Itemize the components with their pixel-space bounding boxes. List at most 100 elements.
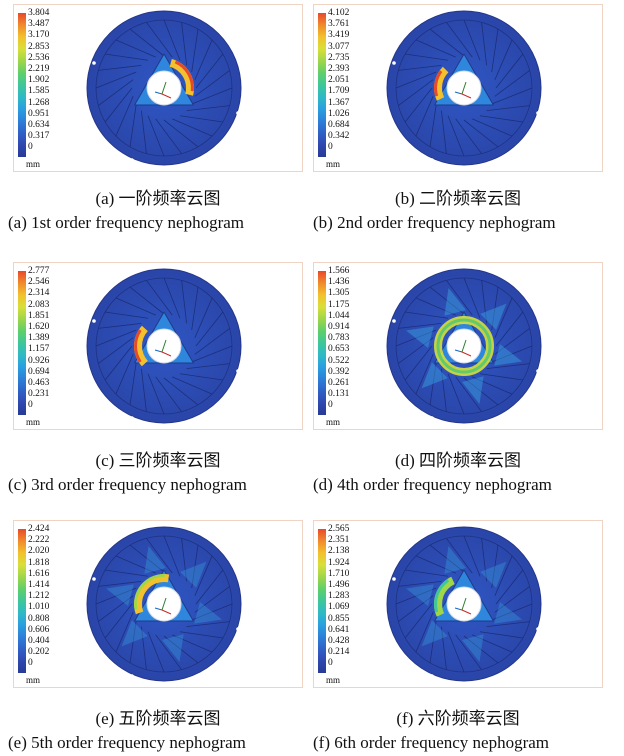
- web-line: [194, 70, 230, 97]
- web-line: [415, 297, 456, 316]
- web-line: [491, 545, 499, 589]
- web-line: [155, 118, 182, 154]
- web-line: [405, 569, 449, 577]
- colorbar: [318, 13, 326, 157]
- legend-tick: 1.305: [328, 288, 350, 299]
- web-line: [147, 373, 165, 415]
- web-line: [98, 322, 142, 329]
- web-line: [155, 634, 182, 670]
- axis-x: [161, 351, 172, 357]
- bolt-hole: [236, 627, 240, 631]
- legend-tick: 1.044: [328, 310, 350, 321]
- web-line: [472, 634, 513, 653]
- web-line: [491, 603, 533, 621]
- legend-tick: 0.926: [28, 355, 50, 366]
- axis-x: [461, 351, 472, 357]
- nephogram-d: [386, 268, 542, 424]
- nephogram-f: [386, 526, 542, 682]
- halo-region: [162, 634, 184, 662]
- web-line: [115, 96, 134, 137]
- bolt-hole: [536, 369, 540, 373]
- web-line: [405, 53, 449, 61]
- axis-z: [154, 91, 163, 95]
- web-line: [179, 115, 223, 123]
- legend-tick: 2.853: [28, 41, 50, 52]
- web-line: [129, 103, 137, 147]
- legend-tick: 2.546: [28, 277, 50, 288]
- web-line: [398, 322, 442, 329]
- web-line: [395, 587, 437, 605]
- web-line: [440, 626, 447, 670]
- web-line: [191, 545, 199, 589]
- legend-tick: 4.102: [328, 8, 350, 18]
- legend-tick: 2.051: [328, 75, 350, 86]
- web-line: [429, 544, 465, 573]
- unit-label: mm: [26, 159, 41, 169]
- legend-tick: 1.818: [28, 557, 50, 568]
- halo-region: [421, 362, 448, 389]
- colorbar: [18, 529, 26, 673]
- legend-tick: 0.392: [328, 366, 350, 377]
- legend-tick: 0.808: [28, 613, 50, 624]
- legend-ticks: 2.777 2.546 2.314 2.083 1.851 1.620 1.389 1.157…: [28, 266, 68, 417]
- web-line: [191, 345, 233, 363]
- axis-y: [161, 597, 167, 611]
- legend-tick: 3.761: [328, 19, 350, 30]
- legend-tick: 0.855: [328, 613, 350, 624]
- bolt-hole: [220, 544, 224, 548]
- legend-tick: 2.314: [28, 288, 50, 299]
- halo-region: [406, 584, 434, 606]
- web-line: [429, 103, 437, 147]
- web-line: [191, 87, 233, 105]
- unit-label: mm: [26, 417, 41, 427]
- legend-tick: 1.026: [328, 108, 350, 119]
- web-line: [415, 555, 456, 574]
- web-line: [194, 328, 230, 355]
- web-line: [491, 287, 499, 331]
- web-line: [140, 626, 147, 670]
- axis-z: [154, 349, 163, 353]
- web-line: [195, 569, 224, 605]
- legend-tick: 0.463: [28, 378, 50, 388]
- web-line: [491, 87, 533, 105]
- legend-tick: 1.414: [28, 580, 50, 590]
- panel-b: 4.102 3.761 3.419 3.077 2.735 2.393 2.051 1.709…: [313, 4, 603, 172]
- web-line: [98, 64, 142, 71]
- caption-cn-b: (b) 二阶频率云图: [394, 189, 522, 208]
- web-line: [98, 79, 134, 106]
- web-line: [172, 376, 213, 395]
- bolt-hole: [236, 369, 240, 373]
- legend-tick: 0.214: [328, 647, 350, 658]
- web-line: [404, 87, 433, 123]
- legend-tick: 3.170: [28, 30, 50, 41]
- web-line: [181, 280, 188, 324]
- web-line: [129, 28, 165, 57]
- legend-tick: 1.585: [28, 86, 50, 97]
- legend-tick: 2.536: [28, 52, 50, 63]
- colorbar: [318, 529, 326, 673]
- bolt-hole: [520, 286, 524, 290]
- legend-ticks: 2.424 2.222 2.020 1.818 1.616 1.414 1.212 1.010…: [28, 524, 68, 675]
- web-line: [172, 118, 213, 137]
- legend-tick: 3.077: [328, 41, 350, 52]
- bolt-hole: [430, 416, 434, 420]
- web-line: [115, 39, 156, 58]
- axis-z: [454, 607, 463, 611]
- web-line: [398, 79, 434, 106]
- web-line: [494, 39, 513, 80]
- unit-label: mm: [326, 675, 341, 685]
- caption-en-e: (e) 5th order frequency nephogram: [8, 733, 246, 752]
- legend-tick: 3.487: [28, 19, 50, 30]
- legend-tick: 1.709: [328, 86, 350, 97]
- legend-tick: 2.351: [328, 535, 350, 546]
- bolt-hole: [220, 28, 224, 32]
- panel-c: 2.777 2.546 2.314 2.083 1.851 1.620 1.389 1.157…: [13, 262, 303, 430]
- web-line: [455, 376, 482, 412]
- axis-x: [461, 93, 472, 99]
- axis-x: [161, 609, 172, 615]
- web-line: [129, 619, 137, 663]
- web-line: [163, 535, 181, 577]
- legend-tick: 0.231: [28, 389, 50, 400]
- web-line: [463, 19, 481, 61]
- nephogram-b: [386, 10, 542, 166]
